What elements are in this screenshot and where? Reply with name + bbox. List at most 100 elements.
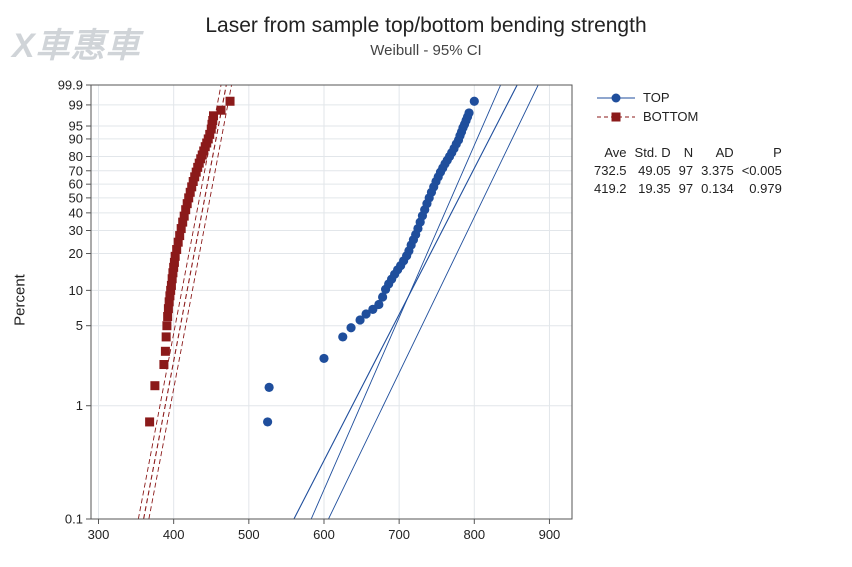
y-tick-label: 0.1: [65, 512, 83, 527]
stats-cell: 0.979: [749, 181, 782, 196]
stats-cell: <0.005: [741, 163, 782, 178]
chart-subtitle: Weibull - 95% CI: [370, 42, 482, 59]
legend-item-bottom: BOTTOM: [597, 107, 698, 126]
data-point-bottom: [179, 211, 189, 221]
ci-upper-line-top: [328, 85, 539, 519]
data-point-bottom: [209, 111, 219, 121]
y-tick-label: 1: [76, 398, 83, 413]
data-point-bottom: [191, 167, 201, 177]
data-point-bottom: [166, 285, 176, 295]
data-point-bottom: [165, 291, 175, 301]
y-tick-label: 70: [69, 163, 83, 178]
legend-symbol-bottom: [597, 112, 635, 121]
data-point-bottom: [163, 311, 173, 321]
legend-item-top: TOP: [597, 88, 698, 107]
data-point-bottom: [205, 129, 215, 139]
stats-cell: 3.375: [701, 163, 734, 178]
legend-symbol-top: [597, 93, 635, 102]
plot-frame: [90, 84, 573, 520]
stats-cell: 419.2: [594, 181, 627, 196]
data-point-bottom: [178, 217, 188, 227]
stats-cell: 49.05: [638, 163, 671, 178]
stats-table: Ave Std. D N AD P 732.5 49.05 97 3.375 <…: [590, 144, 786, 198]
grid: [91, 84, 572, 520]
stats-cell: 97: [678, 163, 694, 178]
x-tick-label: 600: [313, 527, 335, 542]
data-point-bottom: [168, 268, 178, 278]
axis-ticks: 300 400 500 600 700 800 900 0.1 1 5 10 20 30 40506070…: [58, 78, 561, 543]
y-tick-label: 40: [69, 205, 83, 220]
x-tick-label: 500: [238, 527, 260, 542]
x-tick-label: 300: [88, 527, 110, 542]
data-point-top: [263, 417, 273, 427]
data-point-top: [346, 323, 356, 333]
y-tick-label: 90: [69, 131, 83, 146]
data-point-bottom: [163, 304, 173, 314]
y-tick-label: 10: [69, 283, 83, 298]
data-point-bottom: [172, 245, 182, 255]
stats-header: Std. D: [634, 145, 671, 160]
data-point-bottom: [208, 115, 218, 125]
watermark-logo: X車惠車: [12, 27, 141, 65]
data-point-bottom: [225, 96, 235, 106]
chart-title: Laser from sample top/bottom bending str…: [205, 14, 647, 37]
ci-lower-line-top: [310, 85, 502, 519]
data-point-bottom: [161, 332, 171, 342]
data-points: [145, 96, 479, 427]
data-point-bottom: [216, 105, 226, 115]
data-point-bottom: [206, 124, 216, 134]
data-point-bottom: [159, 360, 169, 370]
data-point-bottom: [145, 417, 155, 427]
data-point-top: [338, 332, 348, 342]
data-point-bottom: [169, 262, 179, 272]
data-point-bottom: [184, 193, 194, 203]
data-point-bottom: [164, 297, 174, 307]
data-point-bottom: [185, 187, 195, 197]
data-point-bottom: [162, 321, 172, 331]
data-point-top: [264, 382, 274, 392]
legend-label-bottom: BOTTOM: [643, 109, 699, 124]
data-point-bottom: [190, 172, 200, 182]
x-tick-label: 700: [388, 527, 410, 542]
data-point-bottom: [187, 182, 197, 192]
data-point-bottom: [169, 257, 179, 267]
data-point-top: [355, 315, 365, 325]
stats-header: AD: [715, 145, 734, 160]
data-point-bottom: [181, 205, 191, 215]
y-tick-label: 80: [69, 149, 83, 164]
y-tick-label: 20: [69, 246, 83, 261]
data-point-bottom: [160, 346, 170, 356]
legend-label-top: TOP: [643, 90, 670, 105]
stats-header: N: [683, 145, 694, 160]
data-point-bottom: [203, 134, 213, 144]
stats-header: P: [773, 145, 782, 160]
y-tick-label: 60: [69, 177, 83, 192]
fit-lines: [137, 85, 539, 519]
stats-cell: 19.35: [638, 181, 671, 196]
data-point-bottom: [188, 177, 198, 187]
data-point-bottom: [173, 237, 183, 247]
stats-cell: 732.5: [594, 163, 627, 178]
y-tick-label: 5: [76, 318, 83, 333]
data-point-bottom: [167, 274, 177, 284]
ci-lower-line-bottom: [137, 85, 222, 519]
stats-header: Ave: [604, 145, 627, 160]
data-point-top: [319, 353, 329, 364]
data-point-bottom: [182, 199, 192, 209]
stats-cell: 97: [678, 181, 694, 196]
stats-row-bottom: 419.2 19.35 97 0.134 0.979: [590, 180, 786, 198]
y-tick-label: 95: [69, 119, 83, 134]
data-point-top: [361, 309, 371, 319]
data-point-bottom: [175, 231, 185, 241]
data-point-bottom: [166, 280, 176, 290]
legend: TOP BOTTOM: [597, 88, 698, 126]
data-point-top: [378, 292, 388, 302]
data-point-bottom: [170, 251, 180, 261]
y-tick-label: 99.9: [58, 78, 83, 93]
y-tick-label: 30: [69, 223, 83, 238]
stats-row-top: 732.5 49.05 97 3.375 <0.005: [590, 162, 786, 180]
data-point-top: [374, 299, 384, 310]
fit-line-bottom: [143, 85, 227, 519]
stats-header-row: Ave Std. D N AD P: [590, 144, 786, 162]
